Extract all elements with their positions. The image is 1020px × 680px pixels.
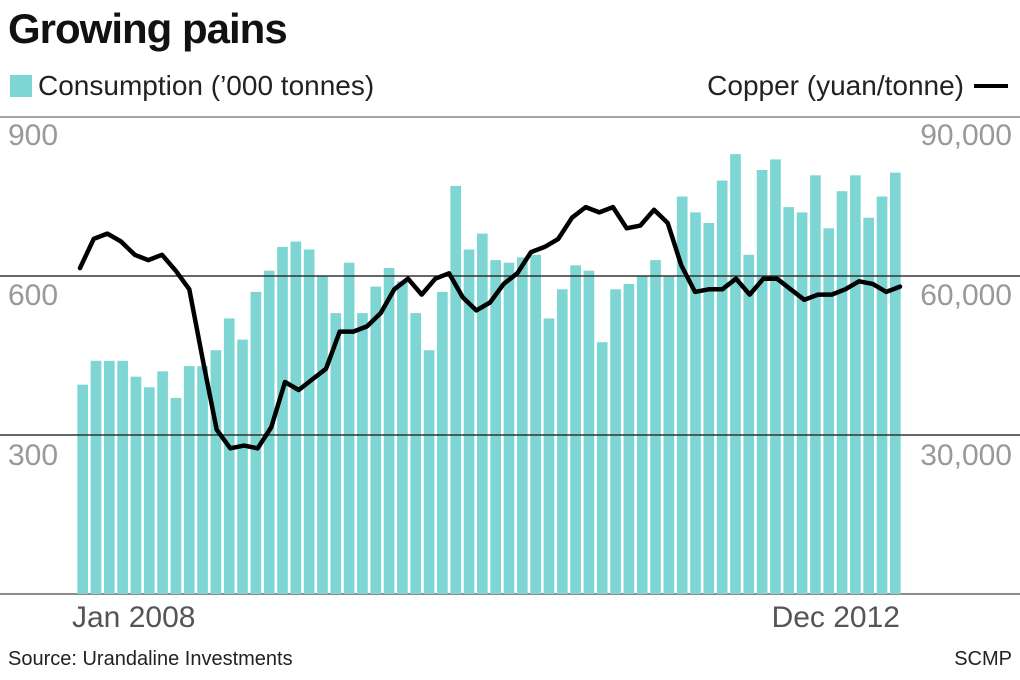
consumption-bar (770, 159, 781, 594)
legend-line-label: Copper (yuan/tonne) (707, 70, 964, 101)
consumption-bar (103, 360, 115, 594)
copper-price-line (77, 204, 903, 451)
consumption-bar (783, 207, 795, 594)
consumption-bar (397, 281, 408, 594)
consumption-bar (197, 366, 208, 594)
consumption-bar (117, 360, 128, 594)
consumption-bar (77, 384, 88, 594)
consumption-bar (796, 212, 808, 594)
source-note: Source: Urandaline Investments (8, 648, 293, 670)
consumption-bar (610, 289, 621, 594)
consumption-bar (290, 241, 302, 595)
consumption-bar (716, 180, 728, 594)
consumption-bar (383, 268, 395, 594)
right-tick-60000: 60,000 (920, 279, 1012, 312)
consumption-bar (437, 291, 448, 594)
legend-bars-swatch (10, 75, 32, 97)
consumption-bar (357, 313, 368, 594)
left-tick-600: 600 (8, 279, 58, 312)
consumption-bar (556, 289, 568, 594)
consumption-bar (650, 260, 661, 594)
legend-bars-label: Consumption (’000 tonnes) (38, 70, 375, 101)
consumption-bar (130, 376, 142, 594)
consumption-bar (463, 249, 475, 594)
x-label-end: Dec 2012 (772, 601, 900, 634)
left-tick-300: 300 (8, 439, 58, 472)
legend-bars: Consumption (’000 tonnes) (10, 70, 374, 102)
left-tick-900: 900 (8, 119, 58, 152)
consumption-bar (596, 342, 608, 594)
consumption-bar (530, 254, 541, 595)
consumption-bar (210, 350, 222, 594)
consumption-bar (90, 360, 102, 594)
consumption-bar (370, 286, 382, 594)
consumption-bar (623, 283, 635, 594)
reference-lines (0, 275, 1020, 436)
consumption-bar (490, 260, 501, 594)
consumption-bar (850, 175, 861, 595)
consumption-bar (250, 291, 262, 594)
consumption-bar (690, 212, 701, 594)
consumption-bar (410, 313, 422, 594)
consumption-bar (676, 196, 688, 594)
consumption-bar (516, 257, 528, 594)
consumption-bar (756, 170, 768, 594)
consumption-bar (343, 262, 355, 594)
right-tick-30000: 30,000 (920, 439, 1012, 472)
consumption-bar (743, 254, 755, 595)
consumption-bar (237, 339, 248, 594)
consumption-bar (183, 366, 195, 594)
consumption-bar (810, 175, 821, 595)
consumption-bar (303, 249, 315, 594)
consumption-bar (423, 350, 435, 594)
chart-title: Growing pains (8, 5, 288, 52)
consumption-bar (223, 318, 235, 594)
consumption-bar (583, 270, 595, 594)
right-tick-90000: 90,000 (920, 119, 1012, 152)
consumption-bar (503, 262, 515, 594)
x-label-start: Jan 2008 (72, 601, 195, 634)
consumption-bar (570, 265, 581, 594)
consumption-bar (730, 154, 741, 594)
consumption-bar (890, 172, 901, 594)
consumption-bar (170, 397, 182, 594)
legend-line: Copper (yuan/tonne) (707, 70, 1008, 102)
consumption-bar (703, 223, 715, 594)
consumption-bar (143, 387, 155, 594)
consumption-bar (330, 313, 342, 594)
consumption-bar (450, 185, 462, 594)
consumption-bar (543, 318, 555, 594)
legend-line-swatch (974, 84, 1008, 88)
consumption-bar (157, 371, 168, 594)
consumption-bar (823, 228, 835, 595)
consumption-bar (477, 233, 488, 594)
consumption-bar (863, 217, 875, 594)
consumption-bar (876, 196, 888, 594)
consumption-bars (77, 154, 901, 595)
consumption-bar (277, 246, 288, 594)
credit-note: SCMP (954, 648, 1012, 670)
consumption-bar (836, 191, 848, 594)
